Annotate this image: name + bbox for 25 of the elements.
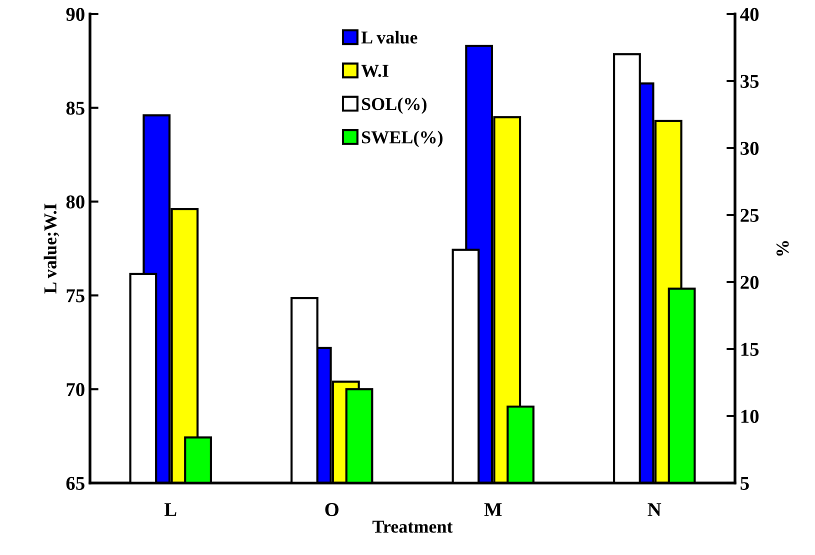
y-tick-label: 75 <box>66 289 84 302</box>
y-tick-label: 90 <box>66 8 84 21</box>
y2-axis-title: % <box>776 241 789 256</box>
y2-tick-label: 5 <box>740 477 749 490</box>
y2-tick-label: 35 <box>740 74 759 88</box>
x-tick-label: O <box>325 503 338 516</box>
y2-tick-label: 40 <box>740 8 759 21</box>
legend-label: W.I <box>361 64 388 77</box>
y2-tick-label: 10 <box>741 410 759 423</box>
x-axis-title: Treatment <box>372 520 453 533</box>
legend-label: SOL(%) <box>362 97 426 114</box>
legend-label: SWEL(%) <box>362 130 443 148</box>
x-tick-label: N <box>648 503 662 516</box>
y-tick-label: 80 <box>66 195 84 209</box>
y-tick-label: 65 <box>66 476 84 490</box>
y2-tick-label: 30 <box>740 142 759 155</box>
x-tick-label: M <box>484 503 502 516</box>
y-tick-label: 85 <box>66 102 84 115</box>
y-axis-title: L value;W.I <box>44 204 60 294</box>
y2-tick-label: 20 <box>740 276 759 289</box>
y2-tick-label: 25 <box>740 208 759 222</box>
y-tick-label: 70 <box>66 383 84 396</box>
x-tick-label: L <box>164 503 176 516</box>
y2-tick-label: 15 <box>741 342 759 356</box>
legend-label: L value <box>361 30 418 44</box>
